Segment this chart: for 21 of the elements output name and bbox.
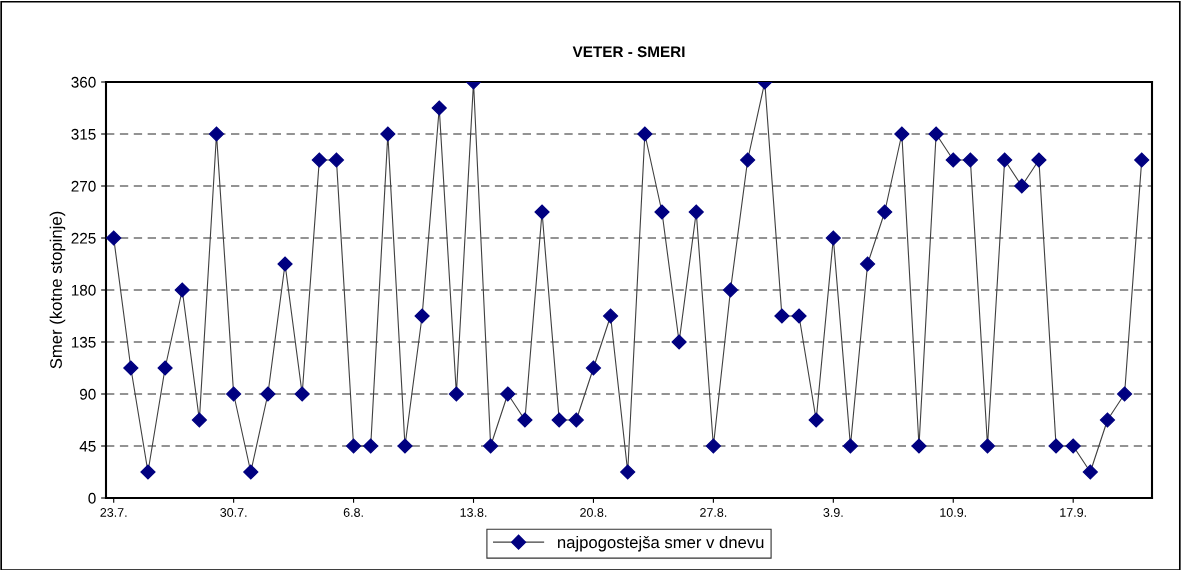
x-tick-label: 27.8. <box>700 508 727 517</box>
x-tick-label: 30.7. <box>220 508 247 517</box>
y-axis-title: Smer (kotne stopinje) <box>49 211 66 369</box>
x-tick-label: 6.8. <box>343 508 363 517</box>
x-tick-label: 17.9. <box>1060 508 1086 517</box>
x-tick-label: 20.8. <box>580 508 607 517</box>
y-tick-label: 315 <box>71 128 96 140</box>
y-tick-label: 225 <box>71 232 96 244</box>
y-tick-label: 270 <box>71 180 96 192</box>
y-tick-label: 135 <box>71 336 96 348</box>
x-tick-label: 13.8. <box>460 508 487 517</box>
x-tick-label: 23.7. <box>100 508 127 517</box>
y-tick-label: 90 <box>80 388 96 400</box>
chart-title: VETER - SMERI <box>572 46 685 58</box>
y-tick-label: 360 <box>71 76 96 88</box>
y-tick-label: 180 <box>71 284 96 296</box>
y-tick-label: 45 <box>79 441 96 452</box>
x-tick-label: 3.9. <box>823 508 843 517</box>
legend-label: najpogostejša smer v dnevu <box>558 535 764 552</box>
y-tick-label: 0 <box>88 492 96 504</box>
x-tick-label: 10.9. <box>940 508 967 517</box>
